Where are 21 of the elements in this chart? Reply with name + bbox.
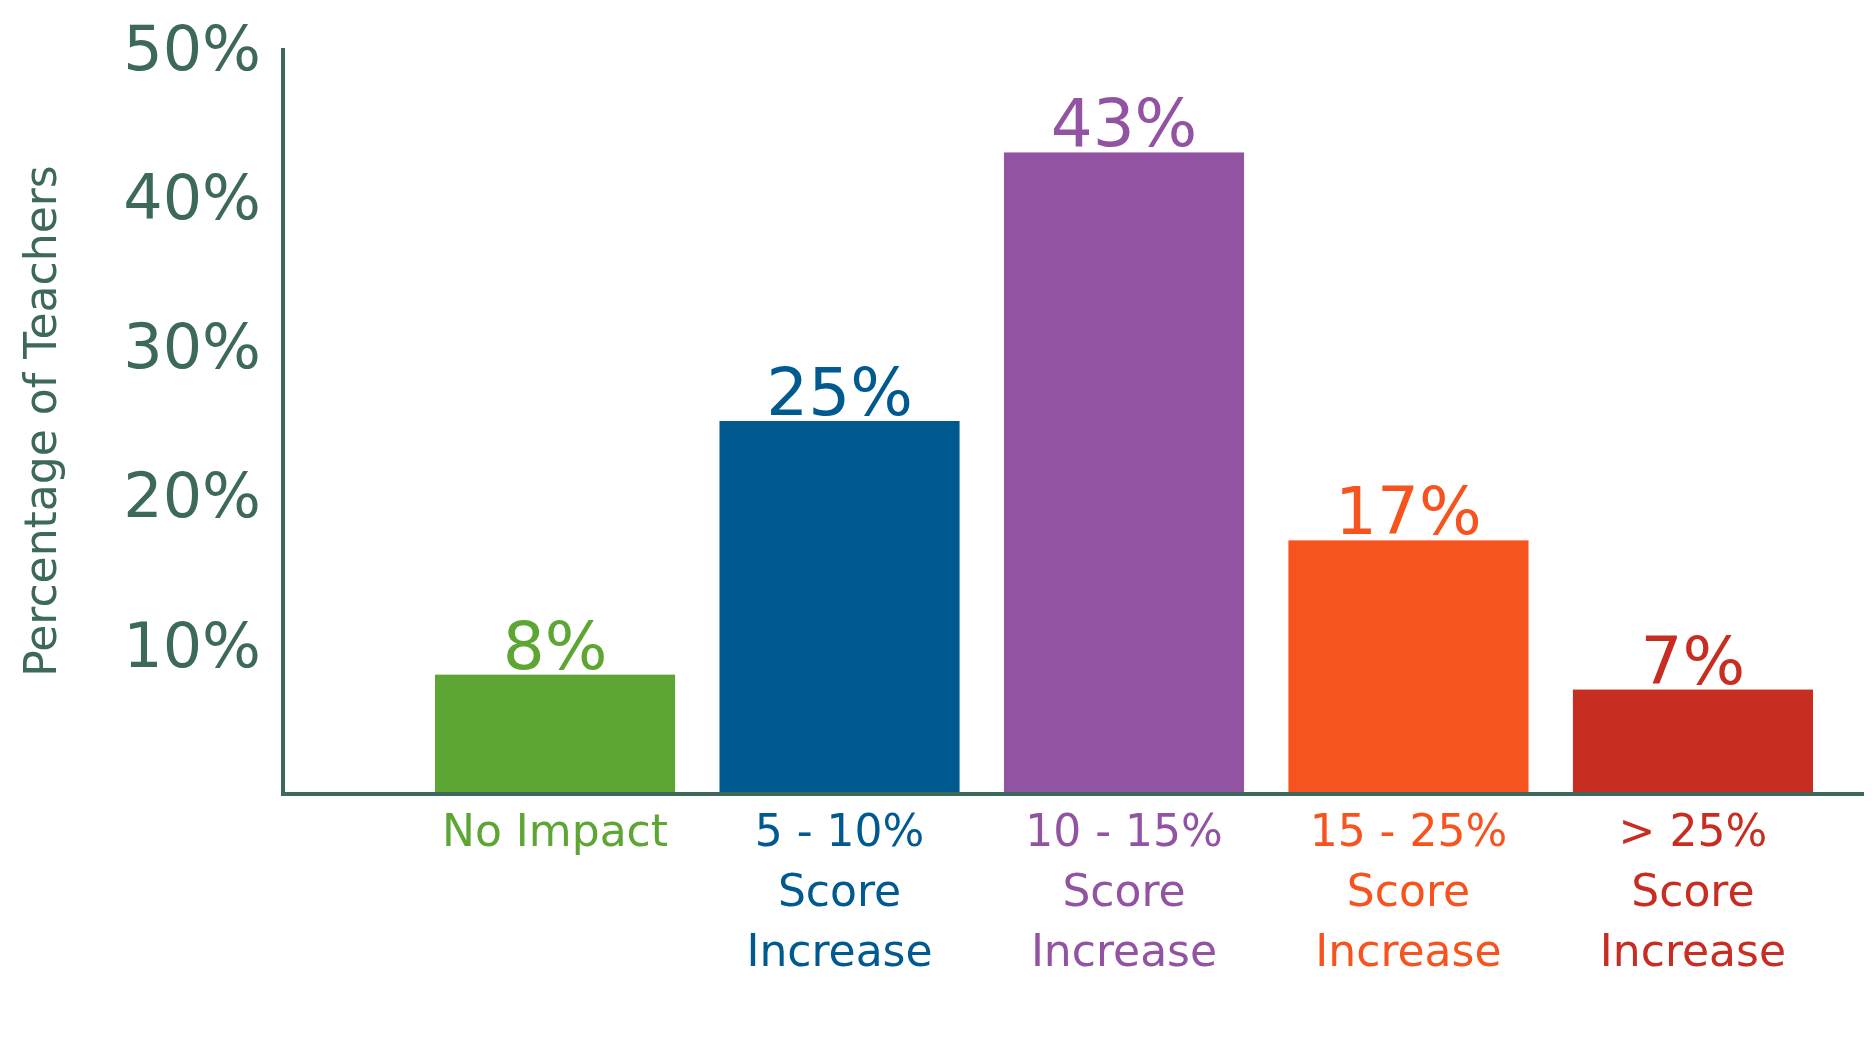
x-tick-label: 10 - 15% Score Increase (1025, 805, 1223, 976)
data-label: 8% (502, 607, 608, 685)
data-label: 7% (1640, 622, 1746, 700)
y-tick-label: 20% (123, 459, 261, 533)
x-tick-label: 15 - 25% Score Increase (1309, 805, 1508, 976)
data-label: 17% (1335, 473, 1482, 551)
x-tick-label: No Impact (442, 805, 669, 856)
bar (1288, 540, 1529, 794)
data-label: 25% (766, 354, 913, 431)
bar (435, 674, 676, 794)
x-tick-label: > 25% Score Increase (1599, 805, 1787, 976)
y-axis-title: Percentage of Teachers (15, 165, 66, 677)
y-tick-label: 50% (123, 11, 261, 85)
y-tick-label: 10% (123, 608, 261, 682)
x-tick-label: 5 - 10% Score Increase (746, 805, 933, 976)
y-tick-label: 40% (123, 160, 261, 234)
data-label: 43% (1050, 85, 1198, 163)
bar (1003, 152, 1245, 794)
bar (1572, 689, 1813, 794)
y-tick-label: 30% (123, 310, 261, 384)
bar (719, 421, 960, 794)
